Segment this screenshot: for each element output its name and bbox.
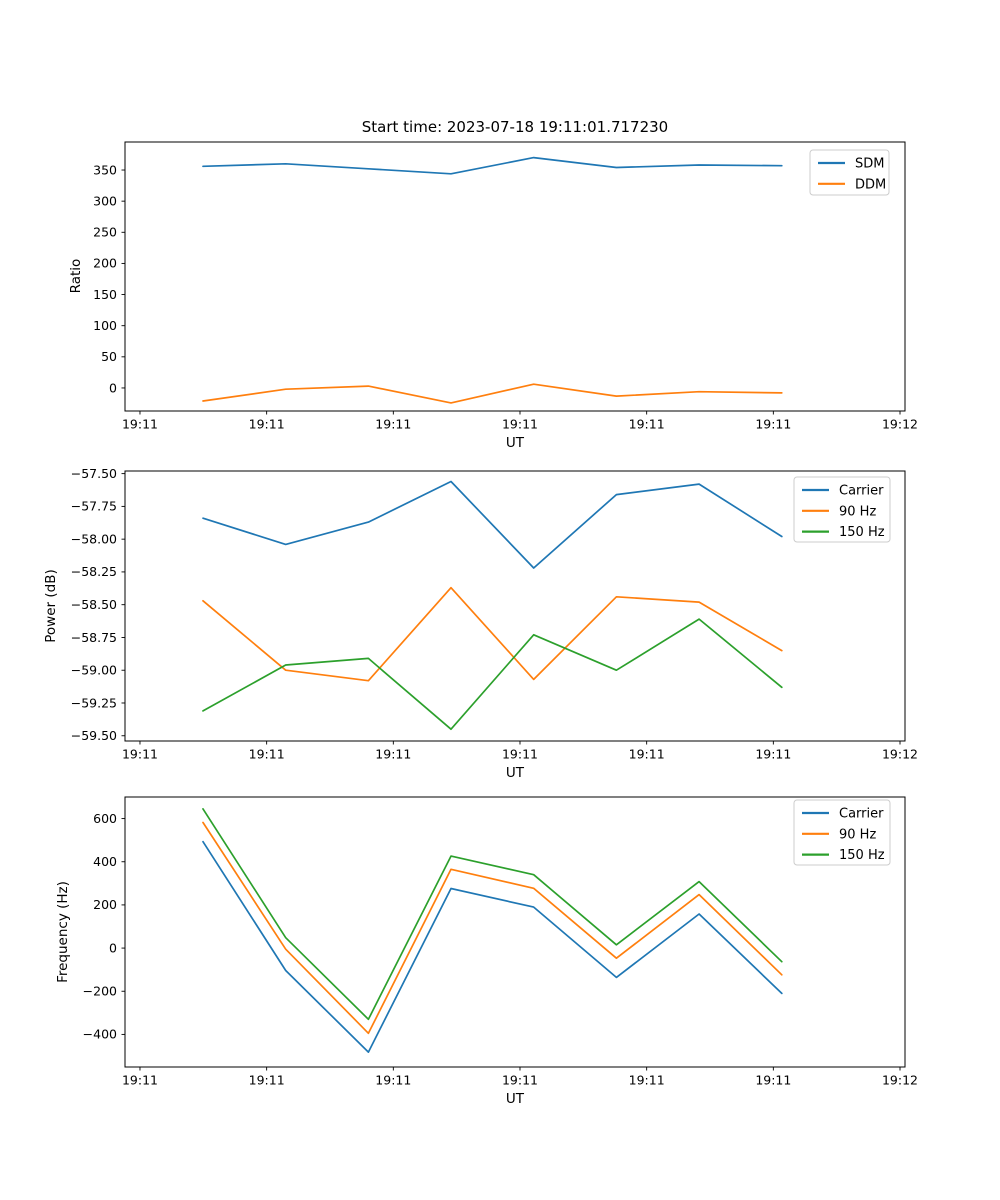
legend-box-1 (793, 476, 891, 543)
y-tick-label-0-7: 350 (93, 162, 117, 177)
x-tick-label-2-0: 19:11 (122, 1073, 158, 1088)
series-line-2-150-hz (202, 808, 783, 1021)
x-tick-label-2-3: 19:11 (502, 1073, 538, 1088)
y-tick-label-0-5: 250 (93, 225, 117, 240)
x-tick-label-1-0: 19:11 (122, 747, 158, 762)
legend-label-2-150-hz: 150 Hz (839, 848, 885, 863)
x-tick-label-0-6: 19:12 (882, 417, 918, 432)
plot-area-1 (124, 470, 906, 742)
legend-label-1-150-hz: 150 Hz (839, 525, 885, 540)
x-axis-label-bottom: UT (505, 1091, 525, 1107)
y-axis-label-ratio: Ratio (68, 258, 84, 294)
y-tick-label-1-1: −59.25 (71, 695, 117, 710)
y-axis-label-power: Power (dB) (43, 569, 59, 643)
plot-area-0 (124, 141, 906, 412)
series-line-2-carrier (202, 840, 783, 1053)
legend-label-2-90-hz: 90 Hz (839, 827, 876, 842)
x-axis-label-top: UT (505, 435, 525, 451)
x-tick-label-1-5: 19:11 (755, 747, 791, 762)
legend-label-0-sdm: SDM (855, 157, 884, 172)
x-tick-label-2-5: 19:11 (755, 1073, 791, 1088)
x-tick-label-0-5: 19:11 (755, 417, 791, 432)
plot-area-2 (124, 796, 906, 1068)
y-tick-label-0-1: 50 (101, 349, 117, 364)
x-tick-label-2-1: 19:11 (249, 1073, 285, 1088)
x-tick-label-1-6: 19:12 (882, 747, 918, 762)
legend-box-2 (793, 799, 891, 866)
x-tick-label-0-1: 19:11 (249, 417, 285, 432)
y-tick-label-0-4: 200 (93, 256, 117, 271)
y-tick-label-1-5: −58.25 (71, 564, 117, 579)
legend-label-1-90-hz: 90 Hz (839, 504, 876, 519)
y-tick-label-1-3: −58.75 (71, 630, 117, 645)
x-tick-label-2-2: 19:11 (375, 1073, 411, 1088)
x-tick-label-1-4: 19:11 (629, 747, 665, 762)
x-tick-label-2-6: 19:12 (882, 1073, 918, 1088)
y-tick-label-2-0: −400 (83, 1027, 117, 1042)
x-tick-label-0-3: 19:11 (502, 417, 538, 432)
x-axis-label-middle: UT (505, 765, 525, 781)
y-tick-label-0-6: 300 (93, 193, 117, 208)
series-line-2-90-hz (202, 821, 783, 1035)
x-tick-label-1-2: 19:11 (375, 747, 411, 762)
y-tick-label-1-7: −57.75 (71, 499, 117, 514)
y-tick-label-2-2: 0 (109, 940, 117, 955)
x-tick-label-0-0: 19:11 (122, 417, 158, 432)
y-tick-label-2-3: 200 (93, 897, 117, 912)
x-tick-label-1-1: 19:11 (249, 747, 285, 762)
series-line-0-ddm (202, 383, 783, 404)
series-line-1-90-hz (202, 586, 783, 682)
y-tick-label-0-0: 0 (109, 380, 117, 395)
y-tick-label-1-6: −58.00 (71, 531, 117, 546)
legend-label-1-carrier: Carrier (839, 484, 884, 499)
x-tick-label-0-2: 19:11 (375, 417, 411, 432)
y-tick-label-0-3: 150 (93, 287, 117, 302)
figure-title: Start time: 2023-07-18 19:11:01.717230 (361, 118, 669, 136)
x-tick-label-2-4: 19:11 (629, 1073, 665, 1088)
y-tick-label-1-0: −59.50 (71, 728, 117, 743)
y-tick-label-2-5: 600 (93, 811, 117, 826)
x-tick-label-0-4: 19:11 (629, 417, 665, 432)
legend-label-2-carrier: Carrier (839, 807, 884, 822)
series-line-0-sdm (202, 156, 783, 175)
series-line-1-carrier (202, 480, 783, 569)
y-tick-label-1-2: −59.00 (71, 663, 117, 678)
y-tick-label-2-4: 400 (93, 854, 117, 869)
y-tick-label-0-2: 100 (93, 318, 117, 333)
y-tick-label-2-1: −200 (83, 984, 117, 999)
legend-label-0-ddm: DDM (855, 177, 886, 192)
y-tick-label-1-4: −58.50 (71, 597, 117, 612)
y-axis-label-frequency: Frequency (Hz) (55, 881, 71, 983)
y-tick-label-1-8: −57.50 (71, 466, 117, 481)
series-line-1-150-hz (202, 618, 783, 731)
x-tick-label-1-3: 19:11 (502, 747, 538, 762)
